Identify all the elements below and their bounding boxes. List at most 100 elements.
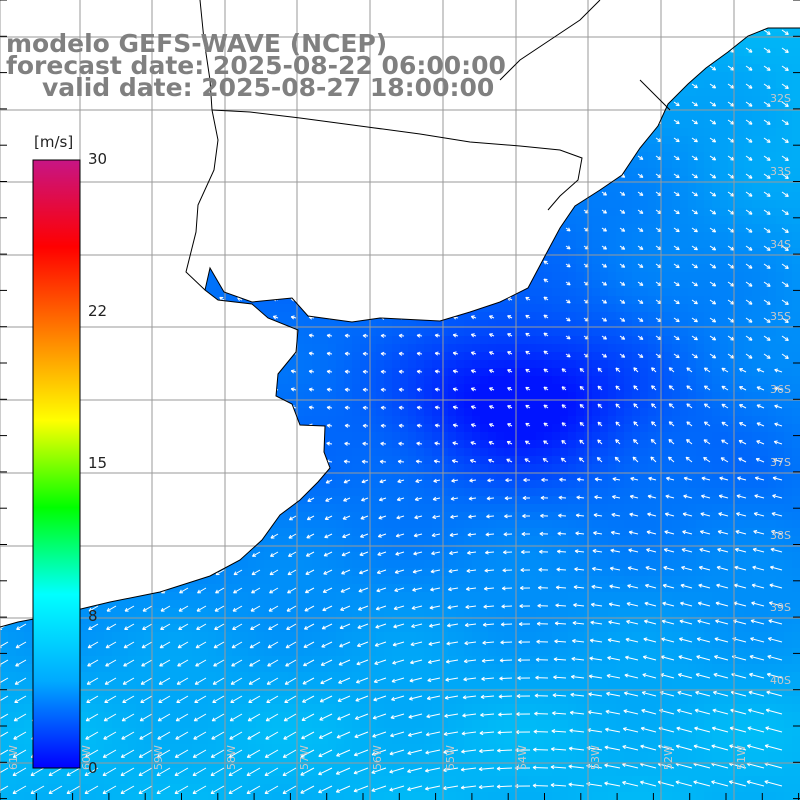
wind-speed-cell [728, 416, 736, 424]
wind-speed-cell [408, 384, 416, 392]
wind-speed-cell [624, 288, 632, 296]
wind-speed-cell [448, 408, 456, 416]
wind-speed-cell [688, 256, 696, 264]
wind-speed-cell [712, 368, 720, 376]
wind-speed-cell [544, 360, 552, 368]
wind-speed-cell [632, 232, 640, 240]
wind-speed-cell [616, 216, 624, 224]
wind-speed-cell [416, 336, 424, 344]
wind-speed-cell [664, 192, 672, 200]
wind-speed-cell [736, 408, 744, 416]
wind-speed-cell [672, 360, 680, 368]
wind-speed-cell [752, 328, 760, 336]
wind-speed-cell [720, 280, 728, 288]
wind-speed-cell [792, 288, 800, 296]
wind-speed-cell [792, 312, 800, 320]
wind-speed-cell [680, 344, 688, 352]
wind-speed-cell [792, 240, 800, 248]
wind-speed-cell [736, 120, 744, 128]
wind-speed-cell [752, 96, 760, 104]
wind-speed-cell [704, 288, 712, 296]
wind-speed-cell [312, 392, 320, 400]
wind-speed-cell [600, 376, 608, 384]
wind-speed-cell [520, 360, 528, 368]
wind-speed-cell [696, 256, 704, 264]
wind-speed-cell [744, 416, 752, 424]
wind-speed-cell [304, 376, 312, 384]
wind-speed-cell [712, 384, 720, 392]
wind-speed-cell [416, 344, 424, 352]
wind-speed-cell [624, 408, 632, 416]
wind-speed-cell [592, 256, 600, 264]
wind-speed-cell [456, 416, 464, 424]
wind-speed-cell [720, 208, 728, 216]
wind-speed-cell [624, 232, 632, 240]
wind-speed-cell [616, 264, 624, 272]
wind-speed-cell [408, 408, 416, 416]
wind-speed-cell [576, 304, 584, 312]
wind-speed-cell [680, 216, 688, 224]
wind-speed-cell [648, 184, 656, 192]
wind-speed-cell [744, 160, 752, 168]
wind-speed-cell [336, 416, 344, 424]
wind-speed-cell [792, 120, 800, 128]
wind-speed-cell [736, 360, 744, 368]
wind-speed-cell [712, 96, 720, 104]
wind-speed-cell [704, 304, 712, 312]
wind-speed-cell [696, 136, 704, 144]
wind-speed-cell [704, 264, 712, 272]
wind-speed-cell [656, 416, 664, 424]
wind-speed-cell [760, 128, 768, 136]
wind-speed-cell [576, 392, 584, 400]
wind-speed-cell [464, 328, 472, 336]
wind-speed-cell [560, 328, 568, 336]
wind-speed-cell [760, 328, 768, 336]
wind-speed-cell [752, 264, 760, 272]
wind-speed-cell [792, 200, 800, 208]
wind-speed-cell [792, 352, 800, 360]
wind-speed-cell [672, 376, 680, 384]
wind-speed-cell [768, 128, 776, 136]
wind-speed-cell [720, 200, 728, 208]
wind-speed-cell [608, 336, 616, 344]
wind-speed-cell [664, 232, 672, 240]
wind-speed-cell [696, 168, 704, 176]
wind-speed-cell [328, 392, 336, 400]
wind-speed-cell [784, 408, 792, 416]
wind-speed-cell [784, 200, 792, 208]
wind-speed-cell [720, 160, 728, 168]
wind-speed-cell [792, 264, 800, 272]
wind-speed-cell [504, 408, 512, 416]
wind-speed-cell [760, 160, 768, 168]
wind-speed-cell [792, 256, 800, 264]
wind-speed-cell [432, 376, 440, 384]
wind-speed-cell [720, 112, 728, 120]
wind-speed-cell [792, 344, 800, 352]
wind-speed-cell [592, 280, 600, 288]
wind-speed-cell [632, 256, 640, 264]
wind-speed-cell [504, 416, 512, 424]
wind-speed-cell [704, 136, 712, 144]
wind-speed-cell [720, 72, 728, 80]
wind-speed-cell [680, 104, 688, 112]
wind-speed-cell [592, 200, 600, 208]
wind-speed-cell [632, 360, 640, 368]
wind-speed-cell [648, 280, 656, 288]
wind-speed-cell [648, 328, 656, 336]
wind-speed-cell [688, 96, 696, 104]
wind-speed-cell [336, 400, 344, 408]
wind-speed-cell [688, 304, 696, 312]
wind-speed-cell [608, 352, 616, 360]
wind-speed-cell [504, 360, 512, 368]
wind-speed-cell [736, 280, 744, 288]
wind-speed-cell [624, 360, 632, 368]
wind-speed-cell [720, 136, 728, 144]
wind-speed-cell [624, 256, 632, 264]
wind-speed-cell [440, 328, 448, 336]
wind-speed-cell [744, 384, 752, 392]
wind-speed-cell [424, 336, 432, 344]
wind-speed-cell [576, 208, 584, 216]
wind-speed-cell [672, 368, 680, 376]
wind-speed-cell [680, 160, 688, 168]
wind-speed-cell [752, 224, 760, 232]
